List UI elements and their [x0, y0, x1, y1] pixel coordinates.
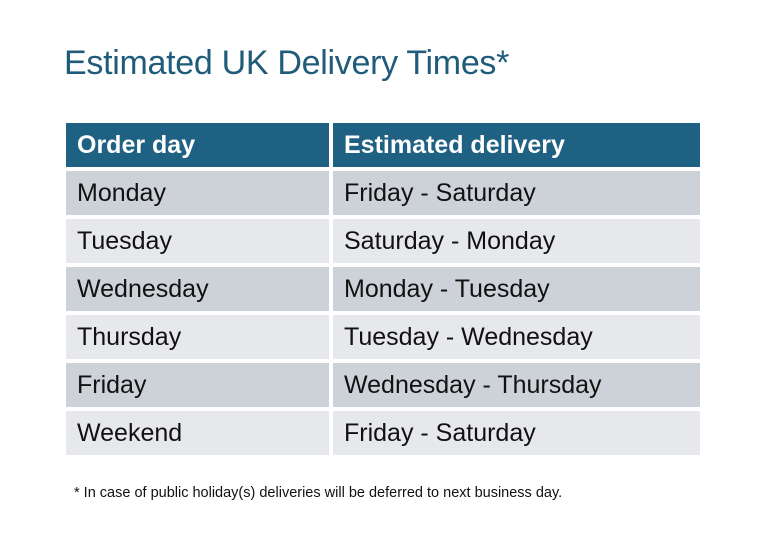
table-row: Wednesday Monday - Tuesday: [66, 267, 700, 311]
delivery-table: Order day Estimated delivery Monday Frida…: [62, 119, 704, 459]
order-day-cell: Friday: [66, 363, 329, 407]
order-day-cell: Weekend: [66, 411, 329, 455]
table-row: Tuesday Saturday - Monday: [66, 219, 700, 263]
estimated-delivery-cell: Friday - Saturday: [333, 411, 700, 455]
order-day-cell: Monday: [66, 171, 329, 215]
estimated-delivery-cell: Friday - Saturday: [333, 171, 700, 215]
table-row: Friday Wednesday - Thursday: [66, 363, 700, 407]
estimated-delivery-cell: Saturday - Monday: [333, 219, 700, 263]
table-row: Thursday Tuesday - Wednesday: [66, 315, 700, 359]
page-title: Estimated UK Delivery Times*: [64, 44, 510, 82]
order-day-cell: Wednesday: [66, 267, 329, 311]
table-row: Weekend Friday - Saturday: [66, 411, 700, 455]
table-header: Order day Estimated delivery: [66, 123, 700, 167]
header-estimated-delivery: Estimated delivery: [333, 123, 700, 167]
footnote: * In case of public holiday(s) deliverie…: [74, 485, 563, 501]
estimated-delivery-cell: Wednesday - Thursday: [333, 363, 700, 407]
estimated-delivery-cell: Tuesday - Wednesday: [333, 315, 700, 359]
estimated-delivery-cell: Monday - Tuesday: [333, 267, 700, 311]
order-day-cell: Thursday: [66, 315, 329, 359]
header-order-day: Order day: [66, 123, 329, 167]
table-row: Monday Friday - Saturday: [66, 171, 700, 215]
order-day-cell: Tuesday: [66, 219, 329, 263]
